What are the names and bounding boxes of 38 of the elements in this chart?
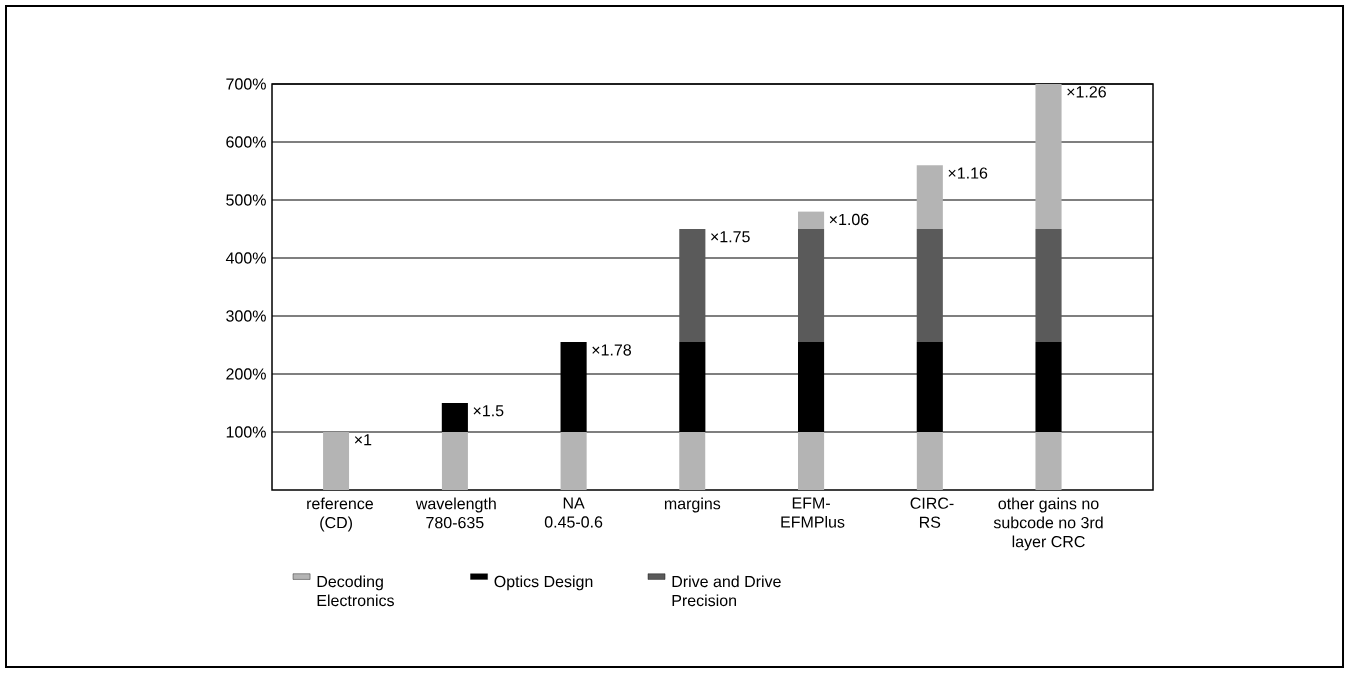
bar — [916, 432, 943, 490]
y-tick-label: 300% — [226, 310, 266, 322]
x-tick-label: CIRC-RS — [910, 497, 954, 528]
legend-label: Optics Design — [494, 575, 593, 591]
bar — [1035, 432, 1062, 490]
y-tick-label: 400% — [225, 252, 266, 264]
x-tick-label: reference (CD) — [307, 497, 373, 532]
bar — [798, 432, 825, 490]
annotation: ×1.06 — [829, 213, 869, 226]
x-tick-label: EFM-EFMPlus — [781, 497, 845, 528]
bar — [798, 211, 825, 229]
x-tick-label: other gains no subcode no 3rd layer CRC — [993, 497, 1103, 551]
bar — [1035, 229, 1062, 343]
bar — [679, 432, 706, 490]
annotation: ×1.5 — [473, 405, 504, 417]
annotation: ×1.78 — [592, 344, 632, 356]
annotation: ×1.75 — [711, 231, 750, 243]
annotation: ×1 — [354, 434, 372, 446]
bar — [916, 165, 943, 229]
legend-label: Decoding Electronics — [317, 575, 394, 607]
bar — [441, 432, 468, 490]
annotation: ×1.26 — [1067, 86, 1106, 98]
x-tick-label: wavelength 780-635 — [415, 497, 496, 529]
x-tick-label: NA 0.45-0.6 — [544, 497, 603, 528]
y-tick-label: 100% — [226, 426, 266, 438]
legend-label: Drive and Drive Precision — [672, 575, 781, 607]
x-tick-label: margins — [664, 497, 721, 513]
y-tick-label: 700% — [226, 78, 266, 90]
bar — [323, 432, 350, 490]
bar — [679, 229, 706, 343]
bar — [916, 229, 943, 343]
y-tick-label: 200% — [226, 368, 266, 380]
bar — [798, 229, 825, 343]
bar — [560, 432, 587, 490]
annotation: ×1.16 — [948, 167, 988, 179]
y-tick-label: 500% — [226, 194, 266, 206]
y-tick-label: 600% — [226, 136, 266, 148]
bar — [1035, 84, 1062, 229]
